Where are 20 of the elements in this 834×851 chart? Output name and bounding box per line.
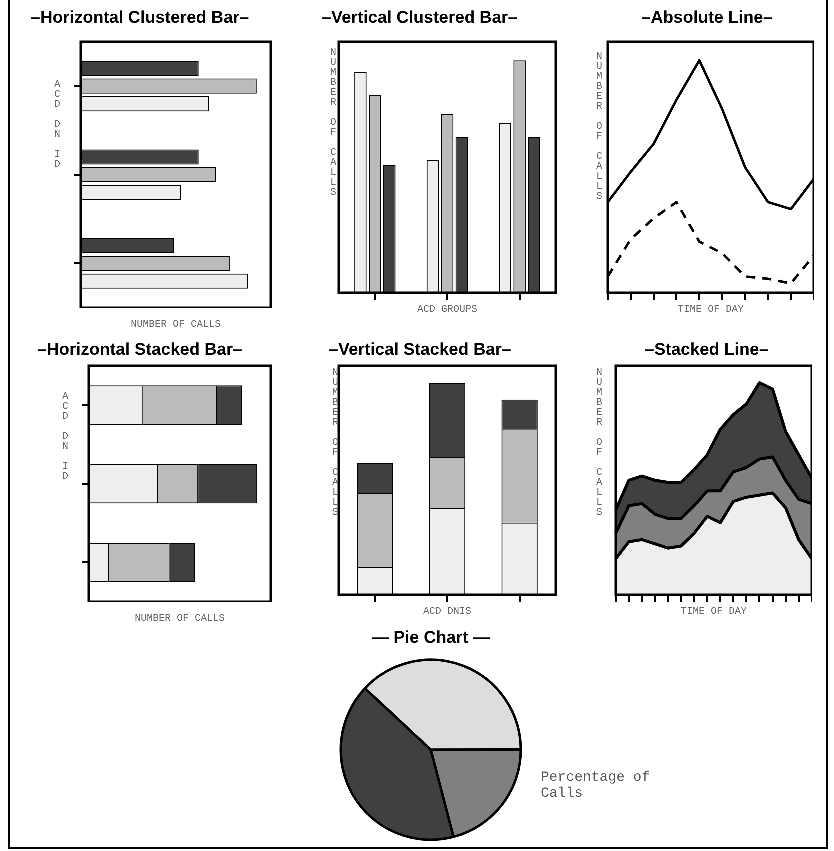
- y-axis-title: NUMBER OF CALLS: [594, 52, 605, 202]
- x-axis-title: TIME OF DAY: [678, 305, 744, 316]
- x-axis-title: ACD GROUPS: [418, 305, 478, 316]
- x-axis-title: TIME OF DAY: [681, 607, 748, 618]
- chart-title: –Vertical Stacked Bar–: [329, 340, 512, 360]
- y-axis-title: NUMBER OF CALLS: [594, 368, 605, 518]
- chart-title: –Horizontal Clustered Bar–: [31, 8, 250, 28]
- y-axis-title: ACD DN ID: [60, 392, 71, 482]
- x-axis-title: NUMBER OF CALLS: [131, 320, 222, 331]
- chart-title: –Horizontal Stacked Bar–: [38, 340, 243, 360]
- chart-title: –Absolute Line–: [642, 8, 773, 28]
- text: Percentage of Calls: [541, 770, 652, 802]
- y-axis-title: ACD DN ID: [52, 80, 63, 170]
- y-axis-title: NUMBER OF CALLS: [330, 368, 341, 518]
- x-axis-title: ACD DNIS: [424, 607, 472, 618]
- y-axis-title: NUMBER OF CALLS: [328, 48, 339, 198]
- chart-title: –Vertical Clustered Bar–: [322, 8, 518, 28]
- chart-title: –Stacked Line–: [645, 340, 769, 360]
- x-axis-title: NUMBER OF CALLS: [135, 614, 226, 625]
- chart-title: — Pie Chart —: [372, 628, 490, 648]
